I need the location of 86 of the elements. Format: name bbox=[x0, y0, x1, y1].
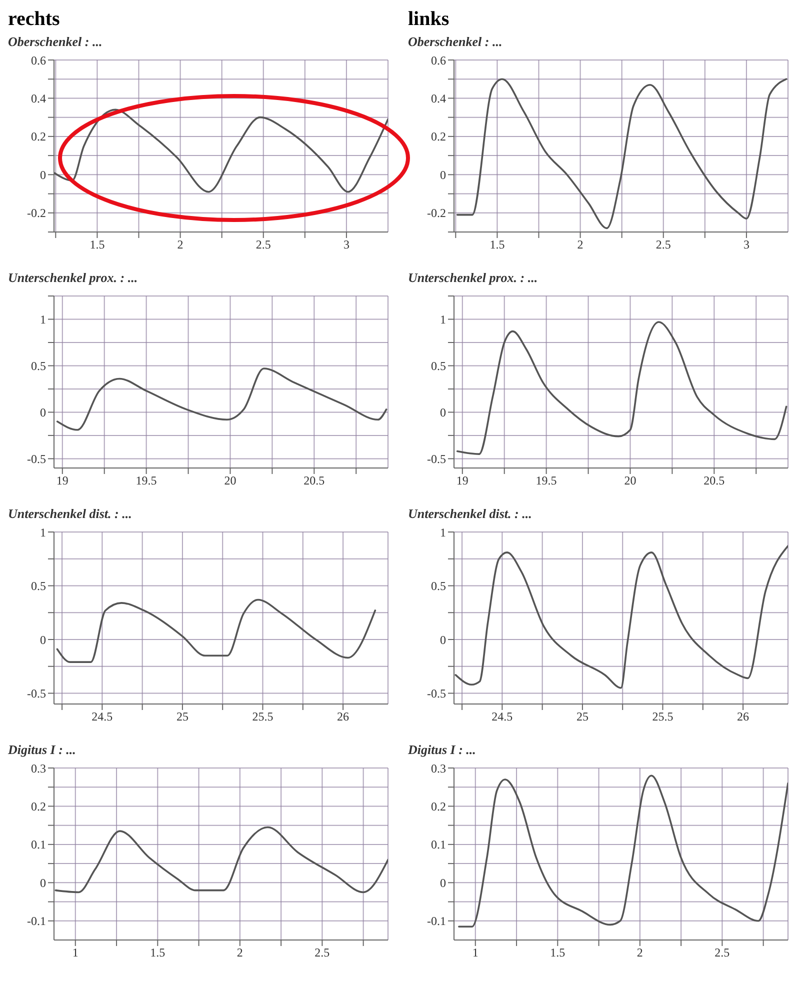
y-tick-label: 0 bbox=[440, 876, 446, 890]
x-tick-label: 25.5 bbox=[652, 710, 674, 724]
y-tick-label: 0.5 bbox=[431, 358, 446, 373]
chart-subtitle: Oberschenkel : ... bbox=[408, 34, 504, 51]
y-tick-label: 0.5 bbox=[31, 579, 46, 594]
y-tick-label: 0.6 bbox=[31, 53, 46, 68]
x-tick-label: 19.5 bbox=[136, 474, 157, 488]
x-tick-label: 1.5 bbox=[150, 946, 166, 960]
y-tick-label: -0.5 bbox=[427, 686, 446, 701]
chart-subtitle: Unterschenkel prox. : ... bbox=[8, 270, 139, 287]
x-tick-label: 1.5 bbox=[490, 238, 505, 252]
x-tick-label: 24.5 bbox=[92, 710, 113, 724]
x-tick-label: 19 bbox=[56, 474, 68, 488]
x-tick-label: 1.5 bbox=[550, 946, 566, 960]
x-tick-label: 20.5 bbox=[704, 474, 725, 488]
x-tick-label: 25 bbox=[576, 710, 588, 724]
x-tick-label: 20.5 bbox=[304, 474, 325, 488]
y-tick-label: 0.4 bbox=[431, 91, 446, 106]
y-tick-label: 0.2 bbox=[431, 799, 446, 814]
x-tick-label: 25 bbox=[176, 710, 188, 724]
y-tick-label: 0.3 bbox=[31, 761, 46, 776]
y-tick-label: 0.5 bbox=[31, 358, 46, 373]
y-tick-label: -0.5 bbox=[427, 452, 446, 466]
line-series bbox=[56, 368, 388, 431]
x-tick-label: 2.5 bbox=[256, 238, 271, 252]
y-tick-label: 1 bbox=[40, 312, 46, 327]
y-tick-label: 0.2 bbox=[431, 130, 446, 144]
x-tick-label: 2 bbox=[177, 238, 184, 252]
x-tick-label: 1.5 bbox=[90, 238, 105, 252]
x-tick-label: 19 bbox=[456, 474, 468, 488]
x-tick-label: 19.5 bbox=[536, 474, 557, 488]
y-tick-label: 0 bbox=[440, 168, 446, 182]
x-tick-label: 3 bbox=[743, 238, 750, 252]
chart-subtitle: Digitus I : ... bbox=[408, 742, 477, 759]
x-tick-label: 2.5 bbox=[314, 946, 330, 960]
y-tick-label: 0 bbox=[440, 405, 446, 420]
line-series bbox=[458, 774, 788, 928]
x-tick-label: 26 bbox=[337, 710, 350, 724]
y-tick-label: 0 bbox=[40, 168, 46, 182]
y-tick-label: 0 bbox=[40, 876, 46, 890]
y-tick-label: 0.3 bbox=[431, 761, 446, 776]
chart-subtitle: Oberschenkel : ... bbox=[8, 34, 104, 51]
y-tick-label: -0.1 bbox=[27, 914, 46, 928]
x-tick-label: 1 bbox=[72, 946, 78, 960]
y-tick-label: -0.2 bbox=[427, 206, 446, 220]
y-tick-label: -0.2 bbox=[27, 206, 46, 220]
line-series bbox=[456, 321, 788, 455]
x-tick-label: 2.5 bbox=[656, 238, 671, 252]
y-tick-label: 0 bbox=[40, 632, 46, 647]
x-tick-label: 25.5 bbox=[252, 710, 274, 724]
line-series bbox=[454, 545, 788, 689]
x-tick-label: 24.5 bbox=[492, 710, 513, 724]
x-tick-label: 20 bbox=[224, 474, 236, 488]
line-series bbox=[54, 108, 388, 193]
x-tick-label: 20 bbox=[624, 474, 636, 488]
x-tick-label: 2.5 bbox=[714, 946, 730, 960]
y-tick-label: 0.2 bbox=[31, 799, 46, 814]
y-tick-label: 0.1 bbox=[431, 838, 446, 852]
y-tick-label: 1 bbox=[40, 525, 46, 540]
x-tick-label: 2 bbox=[236, 946, 243, 960]
x-tick-label: 3 bbox=[343, 238, 350, 252]
y-tick-label: 1 bbox=[440, 525, 446, 540]
chart-title: links bbox=[408, 8, 450, 32]
x-tick-label: 2 bbox=[636, 946, 643, 960]
y-tick-label: -0.5 bbox=[27, 452, 46, 466]
line-series bbox=[456, 78, 788, 230]
chart-subtitle: Unterschenkel prox. : ... bbox=[408, 270, 539, 287]
x-tick-label: 26 bbox=[737, 710, 750, 724]
y-tick-label: 0 bbox=[40, 405, 46, 420]
y-tick-label: 0.2 bbox=[31, 130, 46, 144]
y-tick-label: 0.4 bbox=[31, 91, 46, 106]
chart-subtitle: Digitus I : ... bbox=[8, 742, 77, 759]
y-tick-label: 0 bbox=[440, 632, 446, 647]
line-series bbox=[56, 598, 376, 663]
y-tick-label: 0.6 bbox=[431, 53, 446, 68]
x-tick-label: 2 bbox=[577, 238, 584, 252]
chart-subtitle: Unterschenkel dist. : ... bbox=[408, 506, 533, 523]
y-tick-label: 0.5 bbox=[431, 579, 446, 594]
y-tick-label: -0.1 bbox=[427, 914, 446, 928]
y-tick-label: -0.5 bbox=[27, 686, 46, 701]
x-tick-label: 1 bbox=[472, 946, 478, 960]
y-tick-label: 0.1 bbox=[31, 838, 46, 852]
line-series bbox=[54, 826, 388, 894]
chart-title: rechts bbox=[8, 8, 61, 32]
y-tick-label: 1 bbox=[440, 312, 446, 327]
chart-subtitle: Unterschenkel dist. : ... bbox=[8, 506, 133, 523]
